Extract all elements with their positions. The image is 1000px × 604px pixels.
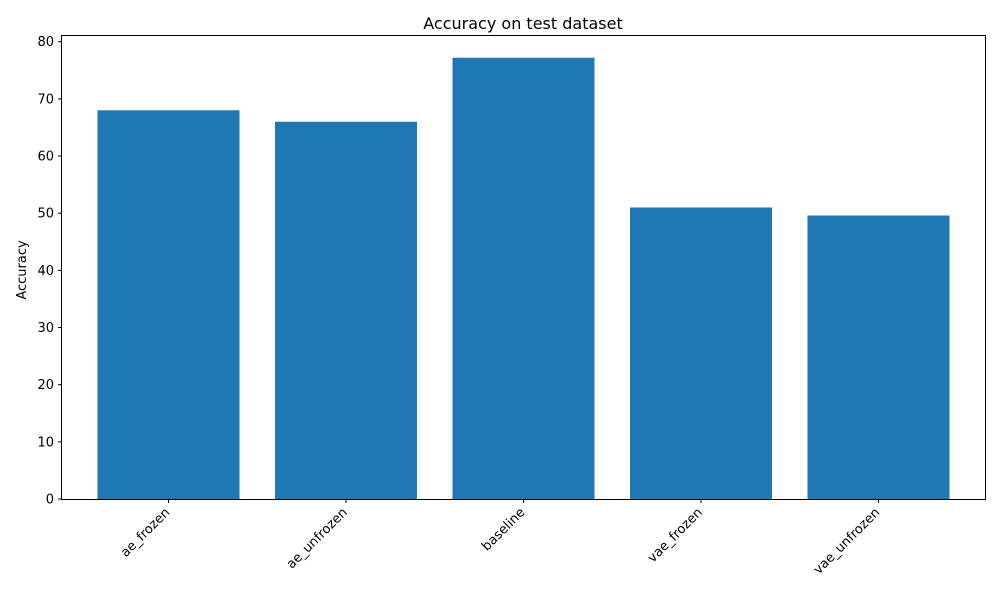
x-axis-ticks: ae_frozen ae_unfrozen baseline vae_frozen va…	[118, 499, 883, 578]
y-tick-label: 70	[37, 92, 54, 107]
chart-title: Accuracy on test dataset	[423, 14, 622, 33]
plot-frame	[61, 35, 986, 500]
x-tick-label: baseline	[479, 505, 528, 554]
y-tick-label: 0	[46, 493, 54, 508]
y-tick-label: 40	[37, 264, 54, 279]
y-axis-label: Accuracy	[15, 240, 30, 300]
y-axis-ticks: 0 10 20 30 40 50 60 70 80	[37, 35, 62, 508]
bars-layer	[97, 57, 950, 500]
y-tick-label: 60	[37, 150, 54, 165]
bar-vae_unfrozen	[807, 215, 950, 499]
y-tick-label: 10	[37, 435, 54, 450]
y-tick-label: 80	[37, 35, 54, 50]
bar-vae_frozen	[630, 207, 772, 499]
bar-baseline	[452, 57, 595, 500]
x-tick-label: vae_unfrozen	[811, 505, 883, 577]
x-tick-label: ae_frozen	[118, 505, 173, 560]
bar-ae_frozen	[97, 110, 240, 499]
y-tick-label: 30	[37, 321, 54, 336]
bar-ae_unfrozen	[275, 121, 417, 500]
y-tick-label: 20	[37, 378, 54, 393]
x-tick-label: ae_unfrozen	[284, 505, 351, 572]
y-tick-label: 50	[37, 207, 54, 222]
x-tick-label: vae_frozen	[645, 505, 706, 566]
